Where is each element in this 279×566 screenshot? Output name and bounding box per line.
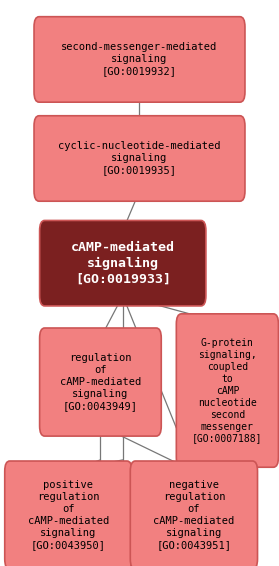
FancyBboxPatch shape <box>40 328 161 436</box>
FancyBboxPatch shape <box>5 461 132 566</box>
Text: regulation
of
cAMP-mediated
signaling
[GO:0043949]: regulation of cAMP-mediated signaling [G… <box>60 353 141 411</box>
Text: negative
regulation
of
cAMP-mediated
signaling
[GO:0043951]: negative regulation of cAMP-mediated sig… <box>153 480 235 550</box>
FancyBboxPatch shape <box>176 314 278 468</box>
FancyBboxPatch shape <box>130 461 258 566</box>
FancyBboxPatch shape <box>40 220 206 306</box>
FancyBboxPatch shape <box>34 116 245 201</box>
Text: second-messenger-mediated
signaling
[GO:0019932]: second-messenger-mediated signaling [GO:… <box>61 42 218 76</box>
FancyBboxPatch shape <box>34 16 245 102</box>
Text: positive
regulation
of
cAMP-mediated
signaling
[GO:0043950]: positive regulation of cAMP-mediated sig… <box>28 480 109 550</box>
Text: G-protein
signaling,
coupled
to
cAMP
nucleotide
second
messenger
[GO:0007188]: G-protein signaling, coupled to cAMP nuc… <box>192 337 263 444</box>
Text: cAMP-mediated
signaling
[GO:0019933]: cAMP-mediated signaling [GO:0019933] <box>71 241 175 285</box>
Text: cyclic-nucleotide-mediated
signaling
[GO:0019935]: cyclic-nucleotide-mediated signaling [GO… <box>58 142 221 175</box>
